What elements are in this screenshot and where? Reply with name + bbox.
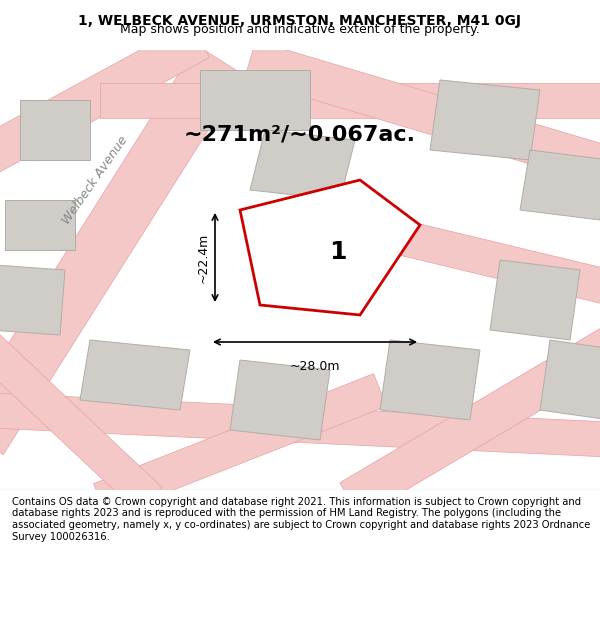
Polygon shape: [0, 46, 243, 454]
Polygon shape: [380, 340, 480, 420]
Polygon shape: [200, 70, 310, 130]
Polygon shape: [340, 322, 600, 518]
Text: ~22.4m: ~22.4m: [197, 232, 210, 282]
Polygon shape: [20, 100, 90, 160]
Text: ~271m²/~0.067ac.: ~271m²/~0.067ac.: [184, 125, 416, 145]
Text: Welbeck Avenue: Welbeck Avenue: [60, 134, 130, 226]
Polygon shape: [240, 180, 420, 315]
Polygon shape: [80, 340, 190, 410]
Polygon shape: [94, 374, 386, 516]
Text: Map shows position and indicative extent of the property.: Map shows position and indicative extent…: [120, 23, 480, 36]
Polygon shape: [520, 150, 600, 220]
Text: 1: 1: [329, 240, 347, 264]
Polygon shape: [540, 340, 600, 420]
Text: Contains OS data © Crown copyright and database right 2021. This information is : Contains OS data © Crown copyright and d…: [12, 497, 590, 541]
Text: 1, WELBECK AVENUE, URMSTON, MANCHESTER, M41 0GJ: 1, WELBECK AVENUE, URMSTON, MANCHESTER, …: [79, 14, 521, 28]
Polygon shape: [490, 260, 580, 340]
Polygon shape: [230, 360, 330, 440]
Polygon shape: [250, 130, 355, 200]
Polygon shape: [244, 41, 600, 189]
Polygon shape: [0, 265, 65, 335]
Polygon shape: [0, 392, 600, 458]
Polygon shape: [0, 22, 209, 177]
Text: ~28.0m: ~28.0m: [290, 360, 340, 373]
Polygon shape: [430, 80, 540, 160]
Polygon shape: [366, 213, 600, 307]
Polygon shape: [100, 82, 600, 118]
Polygon shape: [5, 200, 75, 250]
Polygon shape: [0, 328, 162, 512]
